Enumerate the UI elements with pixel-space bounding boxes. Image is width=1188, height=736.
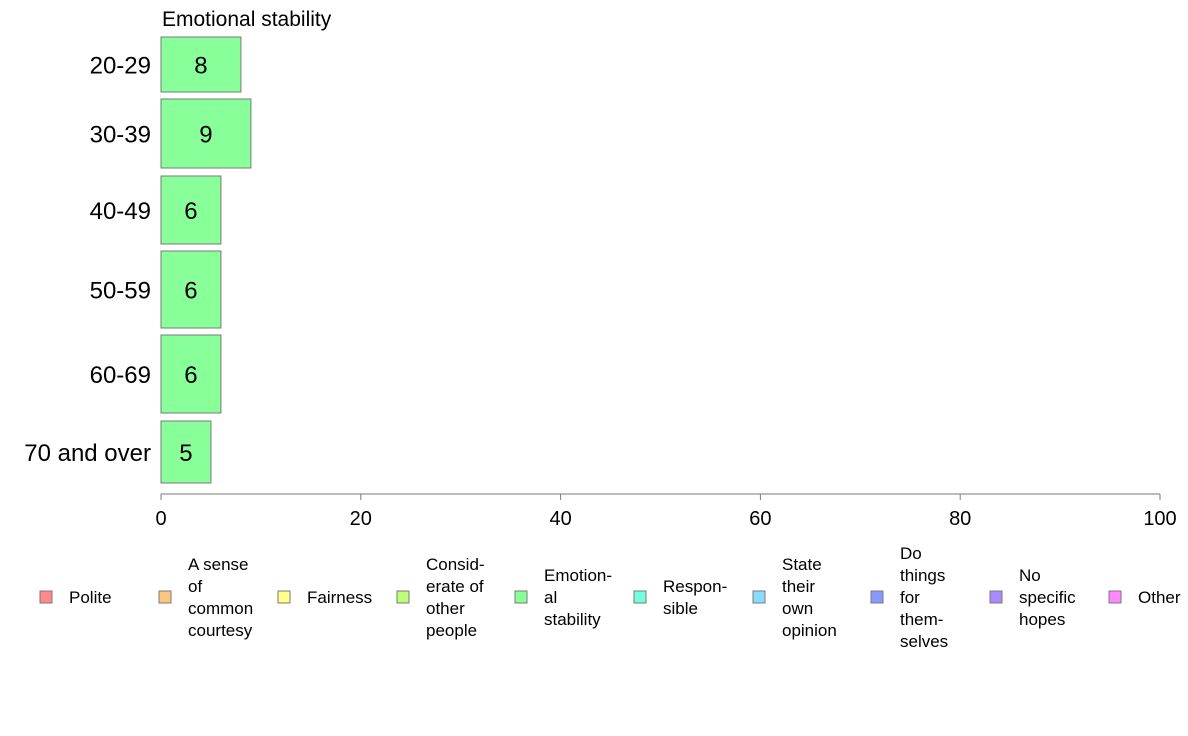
category-label: 70 and over (24, 440, 151, 467)
bars: 20-29 8 30-39 9 40-49 6 50-59 6 60-69 6 70 and ove… (24, 36, 252, 484)
legend-item: Fairness (277, 588, 372, 607)
x-tick-label: 100 (1143, 508, 1176, 530)
legend-item: A sense of common courtesy (158, 555, 253, 640)
legend-label: State their own opinion (782, 555, 837, 640)
legend-label: Other (1138, 588, 1181, 607)
legend-item: Respon-sible (633, 577, 727, 618)
legend-item: Polite (39, 588, 112, 607)
legend-swatch (989, 590, 1003, 604)
x-tick-label: 60 (749, 508, 771, 530)
value-label: 8 (194, 53, 207, 80)
legend-swatch (870, 590, 884, 604)
bar-30-39 (160, 98, 252, 169)
value-label: 6 (184, 278, 197, 305)
category-label: 40-49 (90, 198, 151, 225)
legend-swatch (396, 590, 410, 604)
bar-70-and-over (160, 420, 212, 484)
legend: Polite A sense of common courtesy Fairness Con… (39, 544, 1181, 651)
legend-item: Consid-erate of other people (396, 555, 485, 640)
legend-swatch (752, 590, 766, 604)
legend-label: Consid-erate of other people (426, 555, 485, 640)
x-axis: 0 20 40 60 80 100 (155, 493, 1177, 530)
category-label: 50-59 (90, 278, 151, 305)
bar-20-29 (160, 36, 242, 93)
value-label: 5 (179, 440, 192, 467)
bar-40-49 (160, 175, 222, 245)
x-tick-label: 20 (350, 508, 372, 530)
legend-label: Polite (69, 588, 112, 607)
category-label: 60-69 (90, 362, 151, 389)
x-tick-label: 0 (155, 508, 166, 530)
legend-swatch (1108, 590, 1122, 604)
legend-label: Fairness (307, 588, 372, 607)
legend-item: Other (1108, 588, 1181, 607)
bar-50-59 (160, 250, 222, 329)
value-label: 6 (184, 362, 197, 389)
legend-item: Emotion-al stability (514, 566, 612, 629)
value-label: 9 (199, 122, 212, 149)
legend-label: Respon-sible (663, 577, 727, 618)
value-label: 6 (184, 198, 197, 225)
legend-label: No specific hopes (1019, 566, 1076, 629)
legend-swatch (277, 590, 291, 604)
panel-title: Emotional stability (162, 8, 332, 31)
legend-item: No specific hopes (989, 566, 1076, 629)
legend-swatch (633, 590, 647, 604)
legend-swatch (39, 590, 53, 604)
legend-label: Emotion-al stability (544, 566, 612, 629)
legend-label: Do things for them-selves (900, 544, 948, 651)
legend-swatch (514, 590, 528, 604)
category-label: 30-39 (90, 122, 151, 149)
legend-item: Do things for them-selves (870, 544, 948, 651)
legend-swatch (158, 590, 172, 604)
bar-60-69 (160, 334, 222, 414)
legend-label: A sense of common courtesy (188, 555, 253, 640)
x-tick-label: 40 (549, 508, 571, 530)
category-label: 20-29 (90, 53, 151, 80)
x-tick-label: 80 (949, 508, 971, 530)
legend-item: State their own opinion (752, 555, 837, 640)
